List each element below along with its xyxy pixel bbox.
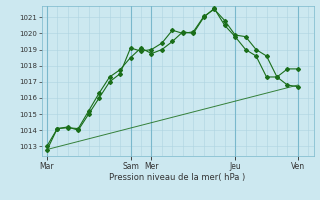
X-axis label: Pression niveau de la mer( hPa ): Pression niveau de la mer( hPa ) — [109, 173, 246, 182]
